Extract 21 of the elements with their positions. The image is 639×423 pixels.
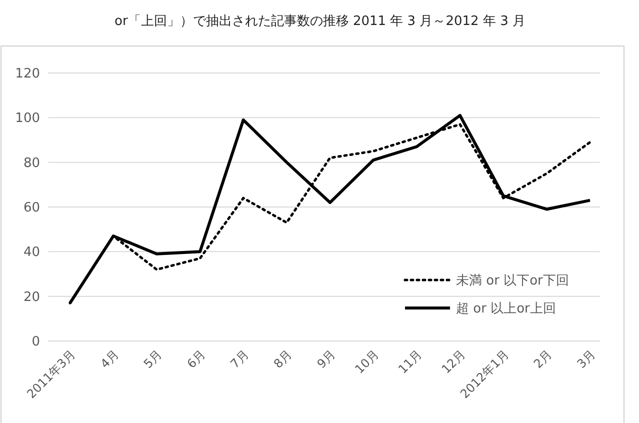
x-tick-label: 6月	[184, 347, 208, 372]
y-tick-label: 60	[23, 200, 40, 216]
legend-label: 超 or 以上or上回	[456, 302, 556, 317]
y-tick-label: 120	[15, 66, 40, 82]
x-tick-label: 10月	[352, 347, 382, 376]
x-tick-label: 9月	[314, 347, 338, 372]
x-tick-label: 4月	[98, 347, 122, 372]
x-tick-label: 12月	[438, 347, 468, 376]
x-tick-label: 5月	[141, 347, 165, 372]
chart-title: or「上回」）で抽出された記事数の推移 2011 年 3 月～2012 年 3 月	[114, 14, 526, 29]
y-tick-label: 20	[23, 290, 40, 305]
y-tick-label: 40	[23, 245, 40, 260]
x-tick-label: 3月	[574, 347, 598, 372]
y-tick-label: 80	[23, 156, 40, 171]
x-tick-label: 2月	[531, 347, 555, 372]
x-tick-label: 7月	[228, 347, 252, 372]
legend-label: 未満 or 以下or下回	[456, 274, 569, 289]
y-tick-label: 100	[15, 111, 40, 126]
x-tick-label: 8月	[271, 347, 295, 372]
y-tick-label: 0	[32, 334, 40, 350]
x-tick-label: 11月	[396, 347, 425, 376]
